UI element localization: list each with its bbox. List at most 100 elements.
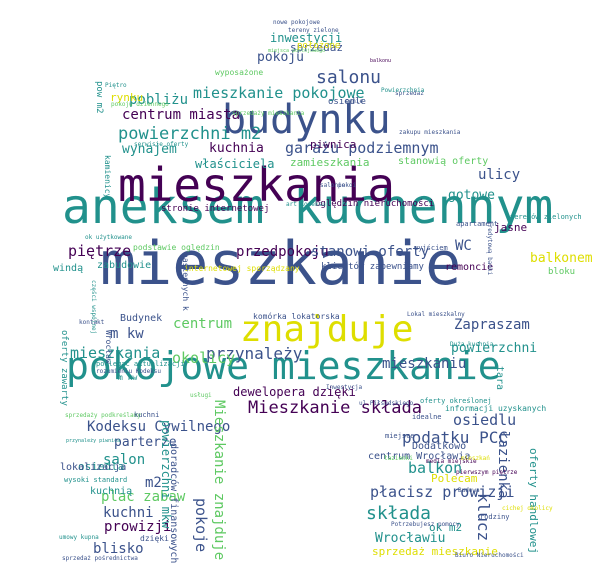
cloud-word: Wrocławiu (375, 531, 446, 546)
cloud-word: piętrze (68, 242, 132, 260)
cloud-word: kontakt (79, 319, 105, 326)
cloud-word: wyposażone (215, 68, 264, 77)
cloud-word: balkon (408, 459, 463, 477)
cloud-word: windą (53, 263, 84, 274)
cloud-word: osiedle (328, 97, 366, 107)
cloud-word: salon (103, 452, 146, 468)
cloud-word: oględzin nieruchomości (315, 199, 435, 209)
cloud-word: pobliżu (129, 92, 189, 108)
cloud-word: stronie internetowej (161, 204, 270, 214)
cloud-word: płacisz prowizji (370, 483, 515, 501)
cloud-word: położone (297, 41, 341, 51)
cloud-word: balkonu (370, 58, 392, 64)
cloud-word: ul Piłsudskiego (359, 400, 414, 407)
cloud-word: podstawie oględzin (133, 243, 220, 252)
cloud-word: plac zabaw (101, 489, 186, 505)
cloud-word: m kw (110, 326, 144, 342)
cloud-word: rodziny (480, 513, 510, 521)
cloud-word: tara (494, 366, 505, 391)
cloud-word: pokoje (192, 498, 210, 553)
cloud-word: łazienki (384, 455, 413, 462)
cloud-word: dewelopera dzięki (233, 385, 356, 399)
cloud-word: apartament (456, 220, 499, 228)
cloud-word: aneksem kuchennym (62, 179, 554, 235)
cloud-word: kuchni (103, 505, 154, 521)
cloud-word: zabudowie (97, 260, 152, 271)
cloud-word: doradców finansowych (168, 442, 179, 563)
cloud-word: kuchnia (209, 141, 264, 156)
cloud-word: powierzchni m2 (118, 124, 262, 144)
cloud-word: oferty handlowej (527, 448, 540, 554)
cloud-word: przedpokoju (236, 244, 329, 260)
cloud-word: stanowią oferty (398, 156, 489, 167)
cloud-word: lokalizacja (60, 462, 127, 473)
cloud-word: sprzedaż (395, 90, 424, 97)
cloud-word: wynajem (122, 142, 177, 157)
cloud-word: kamienicy (103, 155, 112, 199)
cloud-word: miejsce (385, 432, 415, 440)
cloud-word: cichej okolicy (502, 505, 553, 512)
cloud-word: mieszkanie (100, 229, 462, 299)
cloud-word: przynależy (206, 344, 303, 363)
cloud-word: klientów zapewniamy (321, 262, 424, 272)
cloud-word: budynku (222, 97, 391, 143)
cloud-word: ok m2 (429, 521, 463, 534)
cloud-word: rozumieniu Kodeksu (96, 368, 162, 375)
cloud-word: wyjściem (414, 244, 448, 252)
cloud-word: Budowa (458, 487, 480, 494)
cloud-word: dzięki (140, 534, 169, 543)
cloud-word: Duża kuchnia (450, 341, 494, 348)
cloud-word: miejsca postojowego (268, 48, 326, 54)
cloud-word: idealne (412, 413, 442, 421)
cloud-word: wysoki standard (64, 476, 128, 484)
cloud-word: sprzedaż (290, 41, 343, 54)
cloud-word: sprzedaż pośrednictwa (62, 555, 138, 562)
cloud-word: salonu (316, 67, 382, 88)
cloud-word: tereny zielone (288, 27, 339, 34)
cloud-word: blisko (93, 541, 144, 557)
cloud-word: łazienka (495, 431, 511, 499)
cloud-word: Biuro Nieruchomości (455, 552, 524, 559)
cloud-word: mieszkania (118, 158, 395, 212)
cloud-word: części wspólnej (90, 280, 97, 335)
cloud-word: klucz (474, 493, 493, 542)
cloud-word: mieszkaniu (382, 356, 467, 372)
cloud-word: ok użytkowane (85, 234, 132, 241)
cloud-word: osiedlu (453, 411, 517, 429)
cloud-word: centrum miasta (122, 107, 241, 123)
cloud-word: informacji uzyskanych (445, 404, 547, 413)
cloud-word: Polecam (431, 472, 478, 485)
cloud-word: gotowe (448, 188, 495, 203)
cloud-word: przynależy piwnica (66, 438, 121, 444)
cloud-word: zakupu mieszkania (399, 129, 461, 136)
cloud-word: rynku (110, 91, 144, 104)
cloud-word: powierzchni (451, 341, 538, 356)
cloud-word: jasne (494, 221, 528, 234)
cloud-word: Lokal mieszkalny (407, 311, 465, 318)
cloud-word: mieszkanie pokojowe (193, 84, 365, 102)
cloud-word: okolicy (172, 349, 236, 367)
cloud-word: komórka lokatorska (253, 312, 340, 321)
cloud-word: garażu podziemnym (285, 139, 439, 157)
cloud-word: salonie (320, 182, 346, 189)
cloud-word: oferty określonej (420, 397, 492, 405)
cloud-word: Inwestycja (326, 384, 363, 391)
cloud-word: właściciela (195, 157, 275, 171)
cloud-word: Mieszkanie składa (248, 398, 422, 418)
cloud-word: sprzedaży mieszkania (232, 110, 305, 117)
cloud-word: cenie (345, 98, 364, 105)
cloud-word: mieszkań (461, 455, 490, 462)
cloud-word: następnych k (181, 253, 190, 311)
cloud-word: media miejskie (426, 458, 477, 465)
cloud-word: pokojowe mieszkanie (66, 344, 501, 388)
cloud-word: pokoi (338, 182, 357, 189)
cloud-word: m kw (118, 373, 138, 382)
cloud-word: inwestycji (270, 31, 343, 45)
cloud-word: składa (366, 503, 432, 524)
cloud-word: art Kodeksu (286, 201, 326, 208)
cloud-word: m2 (145, 475, 162, 491)
cloud-word: pow m2 (94, 81, 104, 114)
cloud-word: podatku PCC (402, 428, 508, 447)
cloud-word: remoncie (445, 262, 494, 273)
